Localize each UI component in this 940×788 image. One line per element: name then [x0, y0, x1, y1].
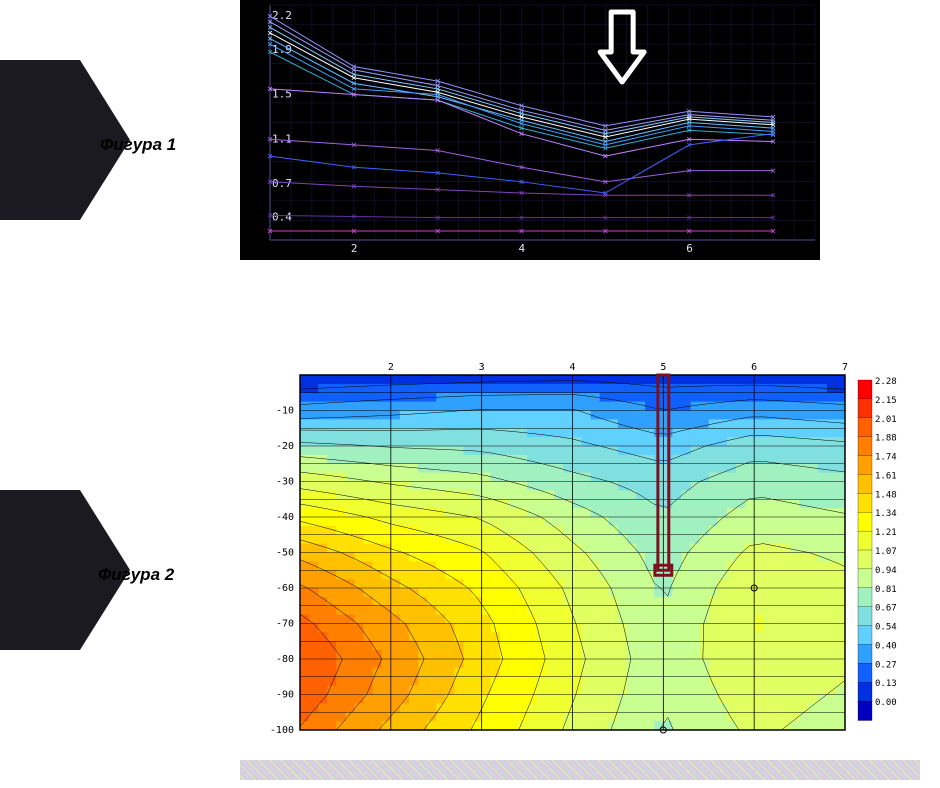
svg-text:0.7: 0.7: [272, 177, 292, 190]
pentagon-marker-1: [0, 60, 80, 220]
figure2-svg: 2 3 4 5 6 7 -10 -20 -30 -40 -50 -60 -70 -80 -90 -100 2.2…: [240, 355, 920, 745]
svg-text:5: 5: [660, 362, 666, 373]
figure1-svg: 0.40.71.11.51.92.2246: [240, 0, 820, 260]
svg-text:2: 2: [388, 362, 394, 373]
svg-text:2: 2: [351, 242, 358, 255]
svg-text:0.4: 0.4: [272, 211, 292, 224]
svg-text:2.2: 2.2: [272, 9, 292, 22]
svg-text:1.34: 1.34: [875, 509, 897, 519]
figure2-chart: 2 3 4 5 6 7 -10 -20 -30 -40 -50 -60 -70 -80 -90 -100 2.2…: [240, 355, 920, 745]
svg-text:-80: -80: [276, 654, 294, 665]
svg-text:1.48: 1.48: [875, 490, 897, 500]
svg-text:0.40: 0.40: [875, 641, 897, 651]
svg-text:-90: -90: [276, 690, 294, 701]
svg-text:2.01: 2.01: [875, 415, 897, 425]
svg-text:-40: -40: [276, 512, 294, 523]
svg-text:1.88: 1.88: [875, 434, 897, 444]
svg-text:0.67: 0.67: [875, 604, 897, 614]
svg-text:0.00: 0.00: [875, 698, 897, 708]
svg-text:-60: -60: [276, 583, 294, 594]
svg-text:0.13: 0.13: [875, 679, 897, 689]
svg-text:4: 4: [570, 362, 576, 373]
svg-text:6: 6: [751, 362, 757, 373]
svg-text:1.1: 1.1: [272, 132, 292, 145]
svg-text:-100: -100: [270, 725, 294, 736]
svg-text:0.94: 0.94: [875, 566, 897, 576]
svg-text:0.54: 0.54: [875, 623, 897, 633]
svg-text:1.07: 1.07: [875, 547, 897, 557]
svg-text:1.74: 1.74: [875, 453, 897, 463]
svg-text:7: 7: [842, 362, 848, 373]
pentagon-marker-2: [0, 490, 80, 650]
svg-text:2.15: 2.15: [875, 396, 897, 406]
svg-text:3: 3: [479, 362, 485, 373]
svg-text:-10: -10: [276, 406, 294, 417]
figure1-chart: 0.40.71.11.51.92.2246: [240, 0, 820, 260]
figure1-label: Фигура 1: [100, 135, 176, 155]
svg-text:-20: -20: [276, 441, 294, 452]
svg-text:1.21: 1.21: [875, 528, 897, 538]
svg-text:4: 4: [519, 242, 526, 255]
svg-text:0.81: 0.81: [875, 585, 897, 595]
svg-text:-30: -30: [276, 477, 294, 488]
svg-text:6: 6: [686, 242, 693, 255]
svg-text:1.61: 1.61: [875, 471, 897, 481]
svg-text:-50: -50: [276, 548, 294, 559]
svg-text:-70: -70: [276, 619, 294, 630]
svg-text:0.27: 0.27: [875, 660, 897, 670]
figure2-label: Фигура 2: [98, 565, 174, 585]
noise-strip: [240, 760, 920, 780]
svg-text:2.28: 2.28: [875, 377, 897, 387]
